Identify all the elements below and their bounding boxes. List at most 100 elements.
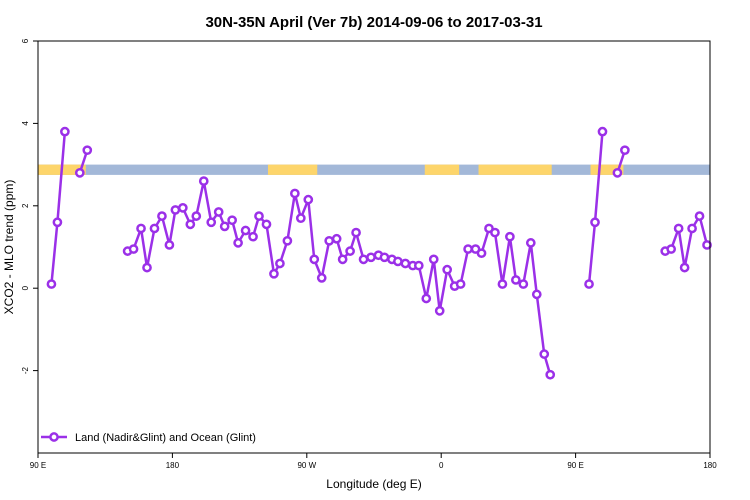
y-axis-title: XCO2 - MLO trend (ppm) (2, 180, 16, 315)
data-point (82, 145, 93, 156)
data-point (351, 227, 361, 238)
chart-title: 30N-35N April (Ver 7b) 2014-09-06 to 201… (205, 14, 542, 31)
data-point (282, 235, 293, 246)
data-point (511, 275, 521, 285)
data-point (248, 231, 258, 242)
data-point (666, 244, 677, 254)
data-point (142, 262, 152, 273)
data-point (597, 126, 608, 137)
data-point (128, 244, 139, 254)
x-axis: 90 E 180 90 W 0 90 E 180 (30, 453, 717, 470)
data-point (198, 176, 209, 186)
land-band (590, 164, 624, 175)
data-point (178, 203, 188, 213)
data-point (219, 221, 230, 232)
data-point (505, 231, 515, 242)
data-point (612, 167, 623, 178)
data-point (366, 252, 376, 263)
data-point (324, 235, 335, 246)
data-point (290, 188, 300, 199)
data-point (679, 262, 690, 273)
data-point (331, 233, 342, 244)
data-point (46, 279, 57, 289)
data-point (316, 273, 327, 283)
ocean-band (38, 164, 710, 175)
data-point (393, 256, 403, 267)
data-point (490, 227, 500, 238)
data-point (455, 279, 466, 289)
series-line (664, 214, 709, 269)
land-band (267, 164, 318, 175)
x-axis-title: Longitude (deg E) (326, 477, 421, 491)
series-line (587, 131, 604, 285)
land-band (38, 164, 73, 175)
data-point (60, 126, 70, 137)
data-point (531, 289, 542, 300)
data-point (434, 306, 445, 316)
x-tick-label: 90 W (297, 461, 316, 470)
land-band (64, 164, 86, 175)
data-point (170, 205, 181, 215)
series-group (46, 126, 712, 380)
data-point (694, 211, 705, 221)
data-point (545, 369, 556, 380)
plot-frame (37, 40, 711, 454)
data-point (74, 167, 85, 178)
data-point (52, 217, 63, 228)
land-band (424, 164, 460, 175)
x-tick-label: 180 (166, 461, 180, 470)
data-point (539, 349, 550, 359)
data-point (358, 254, 369, 265)
data-point (413, 260, 424, 271)
data-point (275, 258, 285, 269)
data-point (240, 225, 251, 236)
data-point (164, 240, 175, 250)
data-point (442, 264, 453, 275)
series-line (50, 131, 67, 285)
data-point (400, 258, 411, 269)
data-point (620, 145, 630, 156)
data-point (303, 194, 314, 205)
data-point (185, 219, 196, 230)
data-point (497, 279, 508, 289)
data-point (463, 244, 473, 254)
data-point (254, 211, 264, 221)
x-tick-label: 90 E (567, 461, 583, 470)
data-point (345, 246, 355, 256)
x-tick-label: 180 (703, 461, 717, 470)
data-point (525, 238, 536, 248)
legend-label: Land (Nadir&Glint) and Ocean (Glint) (75, 432, 256, 444)
data-point (476, 248, 487, 259)
legend-marker (49, 432, 59, 442)
series-line (127, 179, 552, 376)
data-point (309, 254, 320, 265)
data-point (673, 223, 684, 234)
data-point (379, 252, 390, 263)
legend: Land (Nadir&Glint) and Ocean (Glint) (41, 432, 256, 444)
y-tick-label: -2 (21, 366, 30, 374)
data-point (213, 207, 224, 217)
data-point (136, 223, 146, 234)
data-point (149, 223, 160, 234)
x-tick-label: 0 (439, 461, 444, 470)
data-point (584, 279, 594, 289)
data-point (337, 254, 348, 265)
data-point (191, 211, 202, 221)
data-point (421, 293, 432, 304)
data-point (295, 213, 306, 224)
data-point (261, 219, 272, 230)
data-point (428, 254, 439, 265)
land-band (478, 164, 552, 175)
data-point (227, 215, 237, 226)
data-point (687, 223, 697, 234)
y-axis: -2 0 2 4 6 (21, 38, 38, 374)
y-tick-label: 6 (21, 38, 30, 43)
data-point (157, 211, 167, 221)
surface-strip (38, 164, 710, 175)
data-point (269, 268, 279, 279)
y-tick-label: 2 (21, 203, 30, 208)
x-tick-label: 90 E (30, 461, 46, 470)
data-point (518, 279, 529, 289)
data-point (233, 238, 243, 248)
